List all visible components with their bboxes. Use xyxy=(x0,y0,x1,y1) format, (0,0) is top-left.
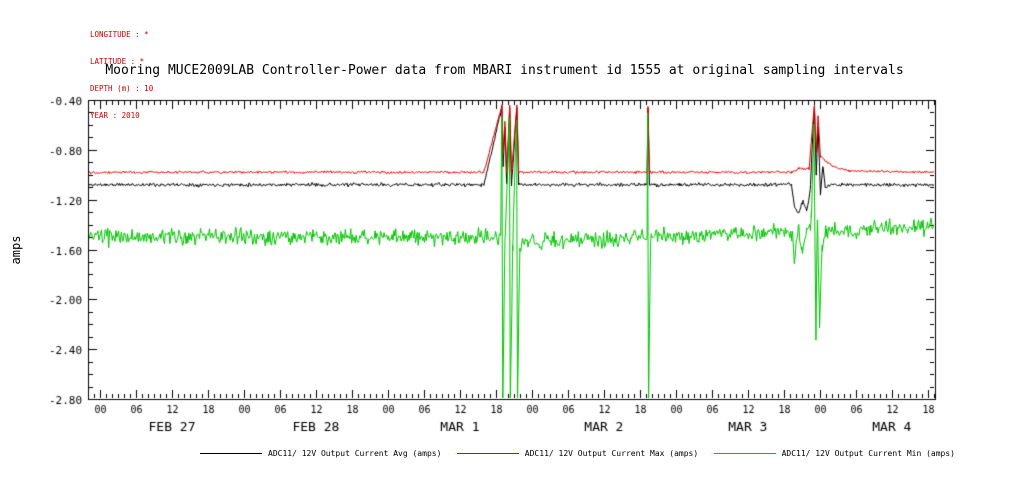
metadata-latitude: LATITUDE : * xyxy=(90,57,145,66)
legend-line-max xyxy=(456,452,519,454)
metadata-depth: DEPTH (m) : 10 xyxy=(90,84,154,93)
legend-label-max: ADC11/ 12V Output Current Max (amps) xyxy=(524,448,699,458)
legend-line-avg xyxy=(200,452,262,454)
legend: ADC11/ 12V Output Current Avg (amps) ADC… xyxy=(200,446,955,460)
legend-item-max: ADC11/ 12V Output Current Max (amps) xyxy=(456,448,699,458)
legend-label-min: ADC11/ 12V Output Current Min (amps) xyxy=(781,448,955,458)
plot-metadata: LONGITUDE : * LATITUDE : * DEPTH (m) : 1… xyxy=(90,12,153,138)
chart-title: Mooring MUCE2009LAB Controller-Power dat… xyxy=(105,63,904,78)
legend-label-avg: ADC11/ 12V Output Current Avg (amps) xyxy=(268,448,442,458)
legend-item-min: ADC11/ 12V Output Current Min (amps) xyxy=(713,448,955,458)
metadata-year: YEAR : 2010 xyxy=(90,111,140,120)
y-axis-label: amps xyxy=(9,235,23,265)
legend-label-min-line xyxy=(713,452,776,454)
metadata-longitude: LONGITUDE : * xyxy=(90,30,149,39)
legend-item-avg: ADC11/ 12V Output Current Avg (amps) xyxy=(200,449,441,458)
